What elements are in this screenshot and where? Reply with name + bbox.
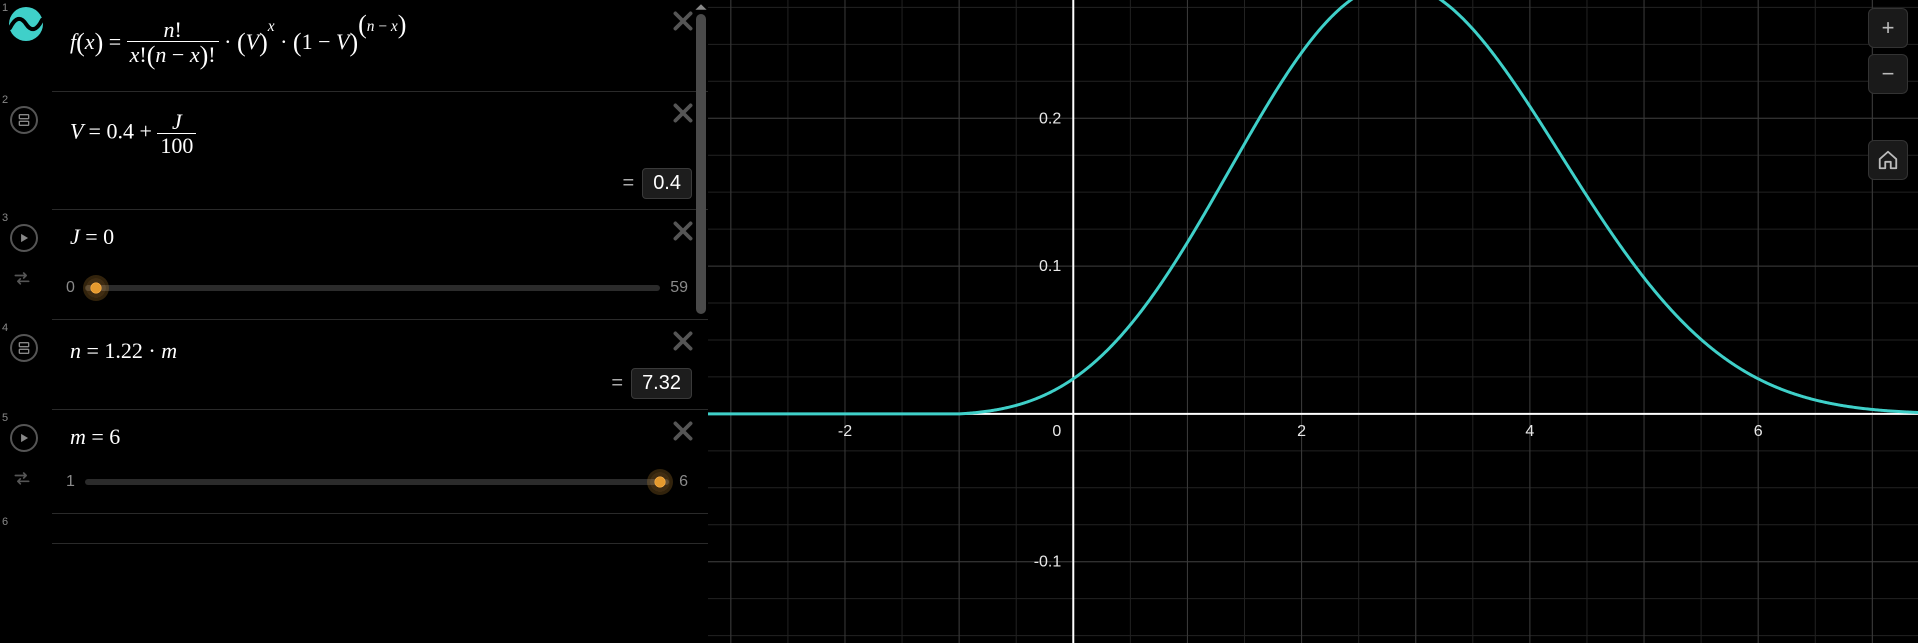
row-index: 6 (2, 516, 8, 528)
x-tick-label: 4 (1525, 423, 1534, 440)
scroll-up-icon[interactable] (694, 0, 708, 14)
row-index: 1 (2, 2, 8, 14)
slider-max: 6 (679, 473, 688, 491)
scrollbar-thumb[interactable] (696, 14, 706, 314)
expression-math[interactable]: m = 6 (70, 424, 120, 450)
slider-track[interactable] (85, 285, 660, 291)
slider-track[interactable] (85, 479, 669, 485)
close-icon[interactable] (670, 8, 696, 34)
fraction-icon[interactable] (10, 334, 38, 362)
expression-math[interactable]: n = 1.22 · m (70, 338, 177, 364)
expression-math[interactable]: fx = n!x!n − x! · Vx · 1 − Vn − x (70, 18, 406, 69)
desmos-logo[interactable] (8, 6, 44, 42)
play-icon[interactable] (10, 424, 38, 452)
close-icon[interactable] (670, 218, 696, 244)
zoom-out-button[interactable]: − (1868, 54, 1908, 94)
x-tick-label: 2 (1297, 423, 1306, 440)
result-value: 7.32 (631, 368, 692, 399)
expression-row[interactable]: 5m = 616 (52, 410, 708, 514)
slider-min: 0 (66, 279, 75, 297)
swap-icon[interactable] (12, 468, 32, 493)
slider-thumb[interactable] (86, 278, 106, 298)
close-icon[interactable] (670, 418, 696, 444)
expression-row[interactable]: 2V = 0.4 + J100=0.4 (52, 92, 708, 210)
expression-row[interactable]: 1fx = n!x!n − x! · Vx · 1 − Vn − x (52, 0, 708, 92)
expression-math[interactable]: J = 0 (70, 224, 114, 250)
slider-thumb[interactable] (650, 472, 670, 492)
slider-min: 1 (66, 473, 75, 491)
x-tick-label: -2 (838, 423, 852, 440)
slider-max: 59 (670, 279, 688, 297)
result: = 0.4 (623, 168, 693, 199)
y-tick-label: 0.1 (1039, 258, 1061, 275)
curve (708, 0, 1918, 414)
row-index: 3 (2, 212, 8, 224)
result-value: 0.4 (642, 168, 692, 199)
minus-icon: − (1882, 61, 1895, 87)
equals-sign: = (611, 372, 623, 395)
row-index: 2 (2, 94, 8, 106)
swap-icon[interactable] (12, 268, 32, 293)
close-icon[interactable] (670, 100, 696, 126)
expression-row[interactable]: 6 (52, 514, 708, 544)
x-tick-label: 6 (1754, 423, 1763, 440)
expression-math[interactable]: V = 0.4 + J100 (70, 110, 196, 157)
y-tick-label: 0.2 (1039, 110, 1061, 127)
row-index: 5 (2, 412, 8, 424)
origin-label: 0 (1052, 423, 1061, 440)
plot-svg: -2 2 4 6 -0.1 0.1 0.2 0 (708, 0, 1918, 643)
expression-list: 1fx = n!x!n − x! · Vx · 1 − Vn − x2V = 0… (52, 0, 708, 643)
home-icon (1877, 149, 1899, 171)
expression-panel: 1fx = n!x!n − x! · Vx · 1 − Vn − x2V = 0… (0, 0, 708, 643)
slider[interactable]: 16 (52, 459, 708, 507)
home-button[interactable] (1868, 140, 1908, 180)
zoom-in-button[interactable]: + (1868, 8, 1908, 48)
y-tick-label: -0.1 (1034, 554, 1062, 571)
play-icon[interactable] (10, 224, 38, 252)
expression-row[interactable]: 3J = 0059 (52, 210, 708, 320)
plus-icon: + (1882, 15, 1895, 41)
close-icon[interactable] (670, 328, 696, 354)
slider[interactable]: 0 59 (52, 265, 708, 313)
fraction-icon[interactable] (10, 106, 38, 134)
scrollbar[interactable] (694, 0, 708, 643)
graph-area[interactable]: -2 2 4 6 -0.1 0.1 0.2 0 + − (708, 0, 1918, 643)
row-index: 4 (2, 322, 8, 334)
graph-controls: + − (1868, 8, 1908, 180)
equals-sign: = (623, 172, 635, 195)
expression-row[interactable]: 4n = 1.22 · m=7.32 (52, 320, 708, 410)
result: = 7.32 (611, 368, 692, 399)
